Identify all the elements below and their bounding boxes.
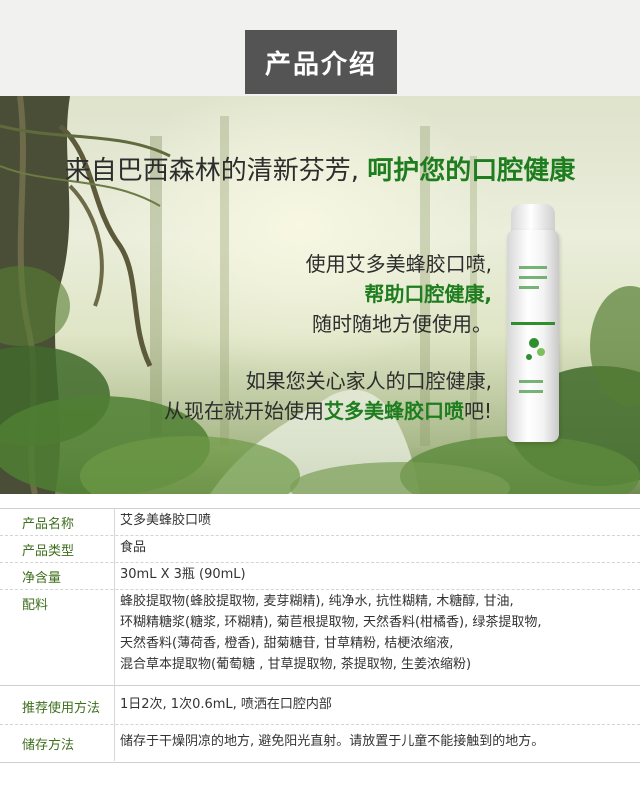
row-divider (0, 589, 640, 590)
bottle-dot (529, 338, 539, 348)
spec-value-ingredients-line2: 环糊精糖浆(糖浆, 环糊精), 菊苣根提取物, 天然香料(柑橘香), 绿茶提取物… (120, 615, 542, 630)
spec-label-volume: 净含量 (22, 571, 62, 586)
spec-value-name: 艾多美蜂胶口喷 (120, 513, 212, 528)
bottle-label-line (519, 276, 547, 279)
headline-plain: 来自巴西森林的清新芬芳, (64, 156, 359, 186)
copy1-line2: 帮助口腔健康, (364, 282, 492, 306)
bottle-body (507, 230, 559, 442)
copy2-line2: 从现在就开始使用艾多美蜂胶口喷吧! (164, 396, 492, 426)
spec-label-type: 产品类型 (22, 544, 75, 559)
table-bottom-border (0, 762, 640, 763)
bottle-dot (537, 348, 545, 356)
hero-banner: 来自巴西森林的清新芬芳, 呵护您的口腔健康 使用艾多美蜂胶口喷, 帮助口腔健康,… (0, 96, 640, 494)
bottle-label-line (519, 266, 547, 269)
spec-label-storage: 储存方法 (22, 738, 75, 753)
copy-block-2: 如果您关心家人的口腔健康, 从现在就开始使用艾多美蜂胶口喷吧! (164, 366, 492, 426)
product-bottle-image (507, 204, 559, 442)
bottle-label-line (519, 380, 543, 383)
copy1-line3: 随时随地方便使用。 (312, 312, 492, 336)
copy2-suffix: 吧! (463, 399, 492, 423)
copy2-line1: 如果您关心家人的口腔健康, (245, 369, 492, 393)
spec-value-volume: 30mL X 3瓶 (90mL) (120, 567, 246, 582)
bottle-label-line (519, 390, 543, 393)
spec-label-usage: 推荐使用方法 (22, 701, 101, 716)
section-title: 产品介绍 (245, 30, 397, 94)
bottle-stripe (511, 322, 555, 325)
spec-value-usage: 1日2次, 1次0.6mL, 喷洒在口腔内部 (120, 697, 332, 712)
row-divider (0, 535, 640, 536)
spec-label-name: 产品名称 (22, 517, 75, 532)
row-divider (0, 685, 640, 686)
copy-block-1: 使用艾多美蜂胶口喷, 帮助口腔健康, 随时随地方便使用。 (306, 249, 492, 339)
spec-value-ingredients-line1: 蜂胶提取物(蜂胶提取物, 麦芽糊精), 纯净水, 抗性糊精, 木糖醇, 甘油, (120, 594, 514, 609)
copy2-prefix: 从现在就开始使用 (163, 399, 324, 423)
forest-background-illustration (0, 96, 640, 494)
copy1-line1: 使用艾多美蜂胶口喷, (305, 252, 492, 276)
bottle-label-line (519, 286, 539, 289)
spec-value-ingredients-line3: 天然香料(薄荷香, 橙香), 甜菊糖苷, 甘草精粉, 桔梗浓缩液, (120, 636, 454, 651)
spec-label-ingredients: 配料 (22, 598, 49, 613)
bottle-dot (526, 354, 532, 360)
hero-headline: 来自巴西森林的清新芬芳, 呵护您的口腔健康 (0, 150, 640, 187)
headline-highlight: 呵护您的口腔健康 (367, 156, 576, 186)
spec-value-ingredients-line4: 混合草本提取物(葡萄糖 , 甘草提取物, 茶提取物, 生姜浓缩粉) (120, 657, 472, 672)
row-divider (0, 562, 640, 563)
column-divider (114, 509, 115, 761)
bottle-cap (511, 204, 555, 234)
spec-value-type: 食品 (120, 540, 147, 555)
row-divider (0, 724, 640, 725)
table-top-border (0, 508, 640, 509)
copy2-highlight: 艾多美蜂胶口喷 (323, 399, 464, 423)
spec-value-storage: 储存于干燥阴凉的地方, 避免阳光直射。请放置于儿童不能接触到的地方。 (120, 734, 545, 749)
